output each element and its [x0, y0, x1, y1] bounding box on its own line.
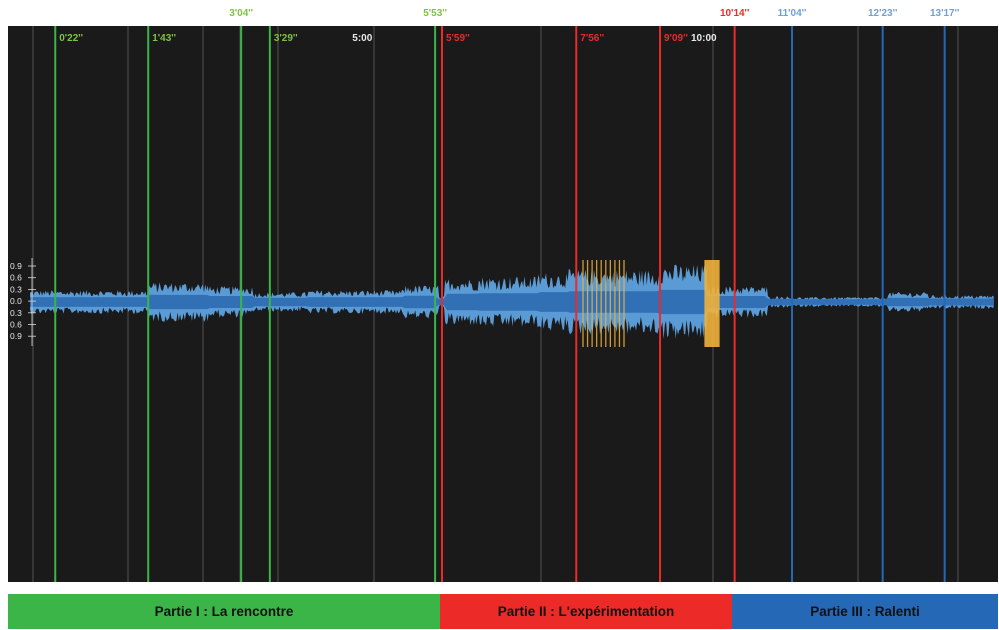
section-partie-1-label: Partie I : La rencontre — [154, 604, 294, 619]
amplitude-axis: 0.90.60.30.00.30.60.9 — [10, 258, 36, 346]
marker-label: 3'04'' — [229, 8, 254, 19]
section-partie-1[interactable]: Partie I : La rencontre — [8, 594, 440, 629]
marker-label: 5'53'' — [423, 8, 448, 19]
amplitude-tick-label: 0.3 — [10, 284, 22, 294]
amplitude-tick-label: 0.9 — [10, 331, 22, 341]
section-partie-3-label: Partie III : Ralenti — [810, 604, 920, 619]
marker-label: 7'56'' — [580, 33, 604, 44]
marker-label: 9'09'' — [664, 33, 688, 44]
section-bar: Partie I : La rencontre Partie II : L'ex… — [8, 594, 998, 629]
marker-label: 11'04'' — [777, 8, 807, 19]
marker-label: 0'22'' — [59, 33, 83, 44]
amplitude-tick-label: 0.6 — [10, 320, 22, 330]
amplitude-tick-label: 0.3 — [10, 308, 22, 318]
highlight-regions — [582, 260, 720, 347]
section-partie-2[interactable]: Partie II : L'expérimentation — [440, 594, 732, 629]
minute-label: 5:00 — [352, 33, 372, 44]
section-partie-3[interactable]: Partie III : Ralenti — [732, 594, 998, 629]
marker-label: 3'29'' — [274, 33, 298, 44]
amplitude-tick-label: 0.9 — [10, 261, 22, 271]
marker-label: 13'17'' — [929, 8, 960, 19]
waveform-core — [30, 289, 993, 315]
section-partie-2-label: Partie II : L'expérimentation — [497, 604, 675, 619]
amplitude-tick-label: 0.6 — [10, 273, 22, 283]
minute-label: 10:00 — [691, 33, 717, 44]
marker-label-row: 3'04'' 5'53'' 10'14'' 11'04'' 12'23'' 13'17'' — [0, 0, 999, 26]
marker-label: 10'14'' — [719, 8, 750, 19]
marker-label: 5'59'' — [446, 33, 470, 44]
waveform-visualization: 0.90.60.30.00.30.60.95:00 10:000'22'' 1'43… — [10, 26, 994, 582]
amplitude-tick-label: 0.0 — [10, 296, 22, 306]
marker-label: 1'43'' — [152, 33, 176, 44]
waveform-timeline[interactable]: 0.9 0.6 0.3 0.0 0.3 0.6 0.9 5:00 10:00 0'22'' 1'43… — [8, 26, 998, 582]
marker-label: 12'23'' — [867, 8, 898, 19]
